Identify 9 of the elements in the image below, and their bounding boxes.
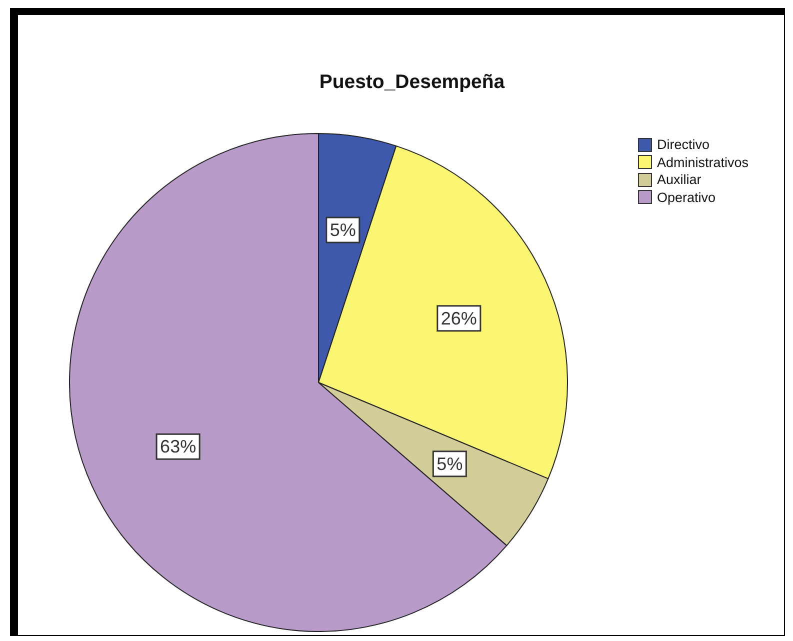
chart-title: Puesto_Desempeña [318, 71, 506, 94]
legend-label: Directivo [657, 136, 710, 154]
data-label: 5% [436, 454, 463, 474]
legend-label: Auxiliar [657, 171, 702, 188]
data-label: 5% [330, 220, 356, 240]
legend-label: Operativo [657, 188, 716, 206]
data-label: 63% [160, 436, 196, 457]
data-label: 26% [440, 308, 477, 328]
legend-label: Administrativos [657, 154, 749, 171]
